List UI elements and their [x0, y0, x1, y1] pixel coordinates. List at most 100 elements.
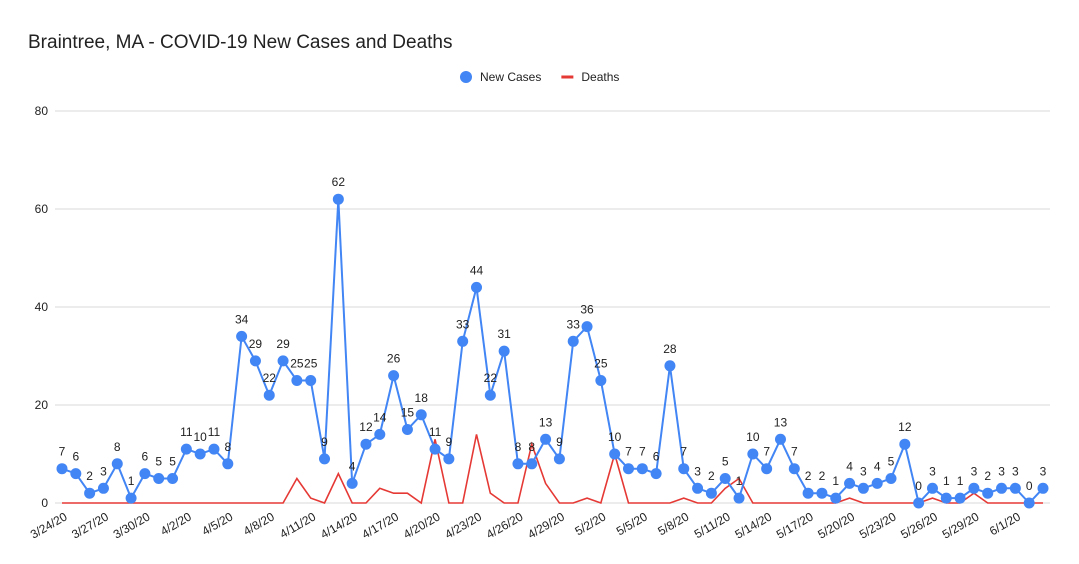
data-label: 28: [663, 342, 677, 356]
data-label: 6: [72, 450, 79, 464]
data-label: 6: [142, 450, 149, 464]
y-tick-label: 40: [35, 300, 49, 314]
y-tick-label: 60: [35, 202, 49, 216]
data-point: [277, 355, 289, 367]
data-point: [208, 443, 220, 455]
data-point: [180, 443, 192, 455]
data-label: 2: [86, 469, 93, 483]
data-point: [305, 375, 317, 386]
data-point: [153, 473, 165, 484]
data-label: 2: [805, 469, 812, 483]
x-tick-label: 4/14/20: [318, 509, 360, 541]
data-label: 9: [446, 435, 453, 449]
data-point: [70, 468, 82, 480]
x-tick-label: 3/27/20: [69, 509, 111, 541]
data-label: 3: [998, 464, 1005, 478]
data-label: 10: [608, 430, 622, 444]
data-point: [97, 482, 109, 494]
data-point: [401, 424, 413, 435]
data-point: [954, 492, 966, 504]
data-point: [968, 482, 980, 494]
data-point: [291, 375, 303, 386]
data-label: 12: [898, 420, 912, 434]
data-label: 10: [193, 430, 207, 444]
x-tick-label: 5/26/20: [898, 509, 940, 541]
data-label: 29: [249, 337, 263, 351]
data-point: [263, 389, 275, 401]
data-label: 34: [235, 312, 249, 326]
data-point: [816, 487, 828, 499]
data-label: 2: [708, 469, 715, 483]
data-point: [719, 473, 731, 484]
data-label: 4: [349, 459, 356, 473]
data-label: 5: [888, 455, 895, 469]
data-label: 3: [971, 464, 978, 478]
data-label: 6: [653, 450, 660, 464]
data-label: 4: [846, 459, 853, 473]
data-label: 9: [321, 435, 328, 449]
data-point: [1023, 497, 1035, 509]
data-point: [636, 463, 648, 475]
data-label: 3: [694, 464, 701, 478]
data-label: 3: [100, 464, 107, 478]
data-point: [733, 492, 745, 504]
x-tick-label: 5/23/20: [857, 509, 899, 541]
x-tick-label: 5/11/20: [692, 509, 733, 541]
data-point: [692, 482, 704, 494]
data-label: 1: [736, 474, 743, 488]
legend-label: New Cases: [480, 70, 541, 84]
x-tick-label: 3/24/20: [28, 509, 70, 541]
data-label: 13: [539, 415, 553, 429]
data-label: 0: [1026, 479, 1033, 493]
data-point: [388, 370, 400, 382]
data-label: 5: [155, 455, 162, 469]
data-label: 7: [625, 445, 632, 459]
data-point: [540, 433, 552, 445]
data-point: [899, 438, 911, 450]
data-point: [374, 428, 386, 440]
data-point: [926, 482, 938, 494]
data-point: [167, 473, 179, 484]
data-label: 14: [373, 410, 387, 424]
data-label: 36: [580, 303, 594, 317]
data-label: 8: [528, 440, 535, 454]
data-label: 29: [276, 337, 290, 351]
x-tick-label: 5/2/20: [572, 509, 608, 538]
data-point: [111, 458, 123, 470]
data-point: [650, 468, 662, 480]
x-tick-label: 5/17/20: [774, 509, 816, 541]
x-tick-label: 4/2/20: [158, 509, 194, 538]
data-label: 3: [1012, 464, 1019, 478]
data-label: 13: [774, 415, 788, 429]
data-point: [871, 477, 883, 489]
x-tick-label: 5/20/20: [815, 509, 857, 541]
data-point: [56, 463, 68, 475]
y-tick-label: 20: [35, 398, 49, 412]
data-label: 0: [915, 479, 922, 493]
x-tick-label: 4/5/20: [199, 509, 235, 538]
data-point: [830, 492, 842, 504]
data-label: 12: [359, 420, 373, 434]
series-line: [61, 199, 1044, 506]
data-point: [595, 375, 607, 386]
x-tick-label: 4/11/20: [277, 509, 318, 541]
data-point: [139, 468, 151, 480]
data-point: [484, 389, 496, 401]
legend-label: Deaths: [581, 70, 619, 84]
data-point: [747, 448, 759, 460]
data-point: [1037, 482, 1049, 494]
data-point: [332, 193, 344, 205]
data-label: 4: [874, 459, 881, 473]
y-tick-label: 0: [41, 496, 48, 510]
data-point: [622, 463, 634, 475]
legend-marker: [460, 71, 472, 83]
data-label: 25: [290, 357, 304, 371]
data-label: 9: [556, 435, 563, 449]
data-label: 44: [470, 263, 484, 277]
data-point: [429, 443, 441, 455]
chart-title: Braintree, MA - COVID-19 New Cases and D…: [28, 32, 453, 53]
data-point: [705, 487, 717, 499]
data-label: 11: [429, 425, 442, 439]
x-tick-label: 5/5/20: [614, 509, 650, 538]
data-point: [982, 487, 994, 499]
